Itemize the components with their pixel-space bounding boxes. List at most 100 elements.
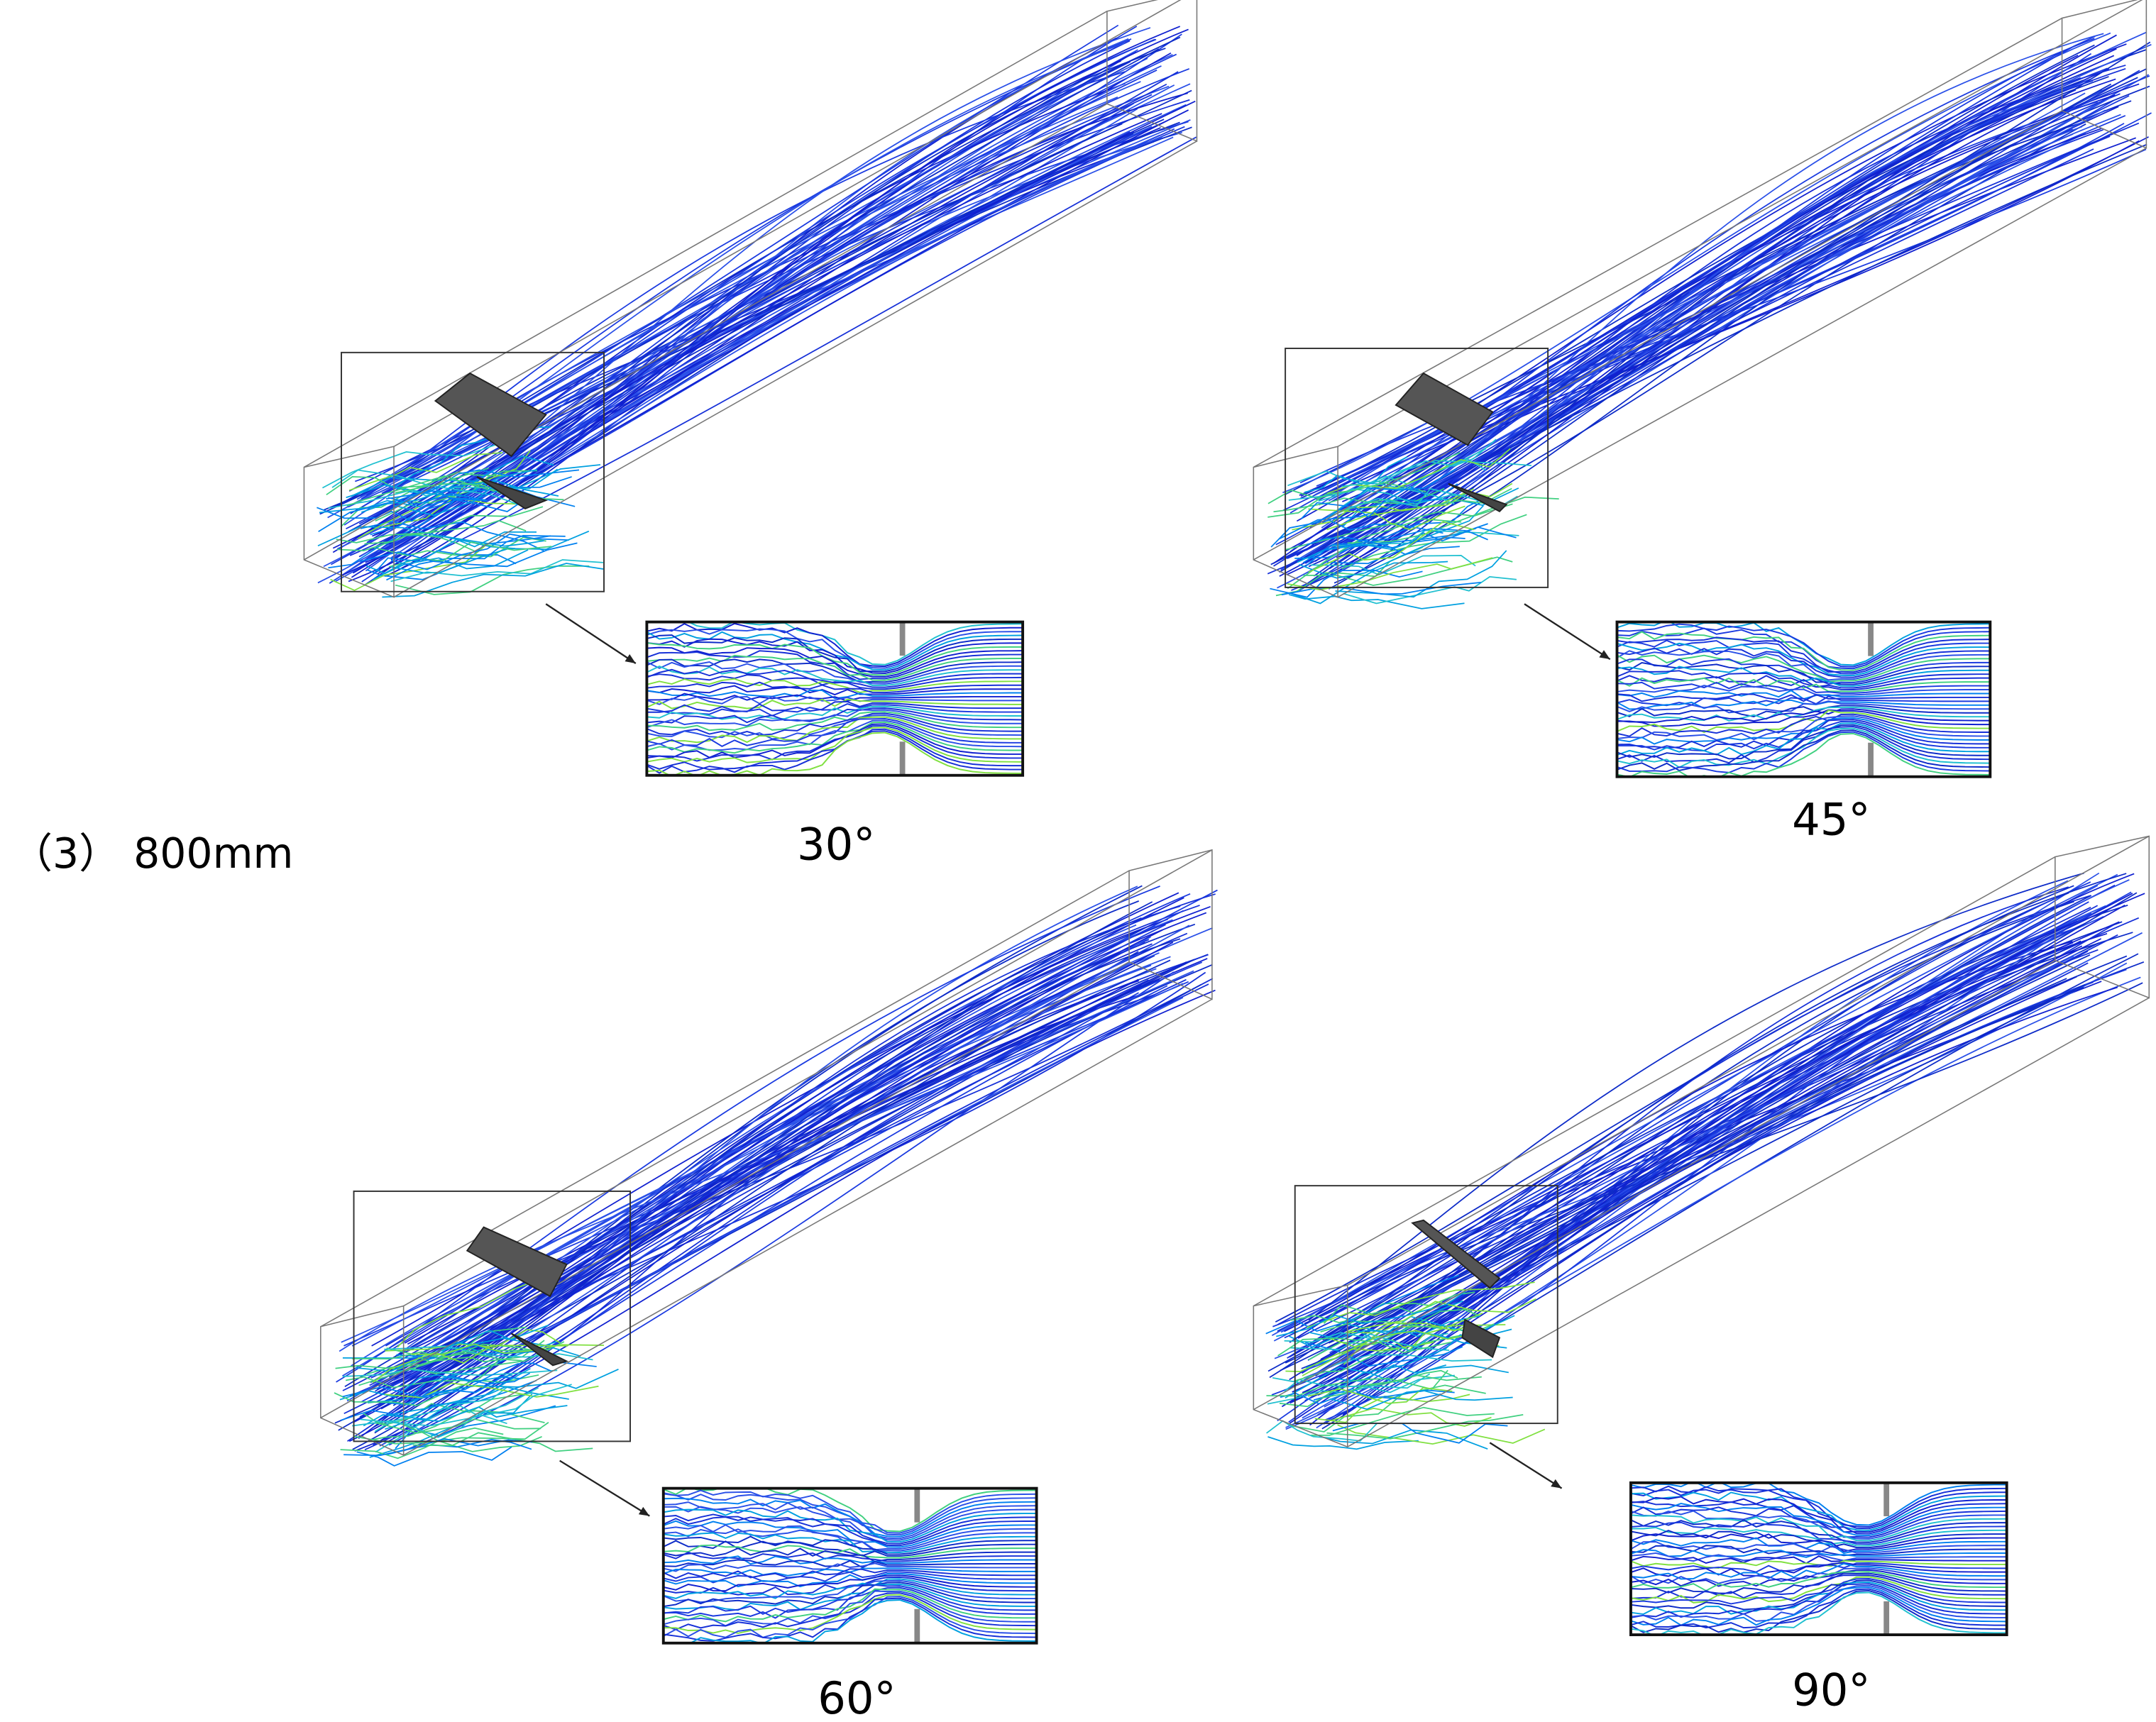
inset-streamline [663, 1562, 1037, 1572]
streamline [332, 113, 1162, 549]
inset-streamline [647, 727, 1023, 763]
arrow-head [625, 654, 636, 664]
streamline [342, 1376, 521, 1398]
streamline [1267, 136, 2111, 575]
inset [647, 622, 1023, 776]
arrow [1489, 1442, 1563, 1489]
panel-caption: 45° [1792, 793, 1870, 845]
streamline [410, 1362, 551, 1401]
streamline [1273, 487, 1445, 513]
inset [1630, 1482, 2007, 1635]
streamline [395, 980, 1140, 1379]
inset-streamline [1630, 1549, 2007, 1558]
streamline [1272, 881, 2091, 1328]
streamline [1308, 521, 1475, 573]
streamline [370, 107, 1118, 557]
inset-streamline [1630, 1491, 2007, 1531]
inset-streamline [1630, 1589, 2007, 1633]
inset-streamline [647, 654, 1023, 681]
inset-streamline [647, 712, 1023, 736]
streamline [387, 71, 1126, 482]
inset-streamline [647, 661, 1023, 685]
inset-streamline [1630, 1562, 2007, 1573]
streamline [361, 992, 1139, 1403]
streamline [1324, 901, 2089, 1421]
streamline [397, 952, 1160, 1370]
streamline [401, 997, 1184, 1408]
streamline [350, 89, 1192, 514]
panel-caption: 30° [797, 819, 875, 871]
streamline [317, 49, 1138, 584]
streamline [1265, 1274, 1460, 1335]
streamline [1318, 488, 1465, 505]
panel-caption: 90° [1792, 1664, 1870, 1716]
duct-edge [1347, 835, 2150, 1286]
inset-streamline [663, 1583, 1037, 1611]
streamline [1284, 1332, 1448, 1352]
streamline [1314, 468, 1457, 524]
inset-streamline [663, 1586, 1037, 1619]
streamline [1290, 1303, 1432, 1324]
inset-streamline [647, 678, 1023, 693]
streamline [363, 96, 1118, 493]
streamline [1314, 83, 2112, 545]
inset-streamline [647, 622, 1023, 666]
inset-streamline [1630, 1584, 2007, 1622]
streamline [1336, 123, 2086, 558]
streamline [342, 1369, 558, 1377]
inset-streamline [663, 1594, 1037, 1634]
inset [1617, 622, 1991, 777]
inset-frame [1615, 620, 1992, 778]
streamline [1299, 528, 1476, 579]
streamline [411, 1343, 605, 1356]
inset-streamline [1630, 1576, 2007, 1604]
inset-streamline [1617, 631, 1991, 671]
streamline [361, 68, 1190, 583]
streamline [371, 906, 1211, 1347]
streamline [385, 1328, 561, 1352]
streamline [1280, 873, 2118, 1333]
streamline [1332, 122, 2140, 486]
inset-streamline [1630, 1583, 2007, 1618]
inset-streamline [1617, 700, 1991, 714]
inset-streamline [1630, 1552, 2007, 1562]
streamline [340, 1427, 504, 1459]
streamline [1287, 557, 1493, 591]
streamline [1303, 556, 1513, 586]
streamline [1316, 46, 2073, 487]
streamline [363, 1413, 541, 1434]
streamline [378, 905, 1181, 1421]
inset-streamline [647, 703, 1023, 717]
streamline [317, 497, 463, 522]
inset-streamline [663, 1599, 1037, 1643]
inset-streamline [1630, 1541, 2007, 1554]
streamline [342, 939, 1150, 1391]
inset-streamline [663, 1571, 1037, 1584]
streamline [1330, 1407, 1492, 1427]
streamline [358, 1343, 542, 1386]
streamline [1307, 1281, 1535, 1328]
zoom-box [1285, 348, 1549, 588]
streamline [386, 109, 1131, 577]
inset-streamline [663, 1592, 1037, 1630]
streamline [1309, 873, 2135, 1426]
streamline [1328, 79, 2084, 590]
streamline [339, 983, 1184, 1352]
streamline [1313, 1388, 1455, 1401]
inset-streamline [663, 1568, 1037, 1579]
streamline [1276, 1291, 1466, 1337]
streamline [1333, 68, 2147, 584]
streamline [1329, 33, 2104, 558]
streamline [366, 24, 1119, 496]
streamline [391, 533, 569, 570]
zoom-box [341, 351, 605, 592]
streamline [322, 441, 505, 489]
streamline [1332, 115, 2126, 502]
inset-streamline [1630, 1591, 2007, 1635]
streamline [1292, 893, 2145, 1393]
streamline [356, 1325, 549, 1372]
streamline [1278, 483, 1458, 540]
streamline [402, 885, 1143, 1386]
streamline [1329, 143, 2147, 542]
